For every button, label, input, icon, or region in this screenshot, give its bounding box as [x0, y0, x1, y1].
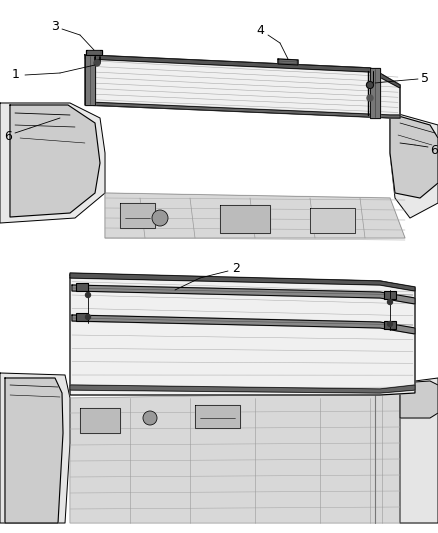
Polygon shape — [85, 55, 95, 105]
Polygon shape — [70, 385, 415, 393]
Polygon shape — [86, 50, 102, 55]
Polygon shape — [70, 393, 400, 523]
Text: 1: 1 — [12, 69, 20, 82]
Polygon shape — [195, 405, 240, 428]
Polygon shape — [72, 315, 415, 334]
Polygon shape — [85, 55, 400, 88]
Polygon shape — [220, 205, 270, 233]
Polygon shape — [390, 113, 438, 218]
Polygon shape — [105, 193, 405, 238]
Circle shape — [85, 293, 91, 297]
Text: 2: 2 — [232, 262, 240, 274]
Text: 5: 5 — [421, 72, 429, 85]
Circle shape — [367, 82, 374, 88]
Circle shape — [152, 210, 168, 226]
Polygon shape — [80, 408, 120, 433]
Polygon shape — [0, 373, 70, 523]
Polygon shape — [370, 68, 380, 118]
Circle shape — [388, 300, 392, 304]
Polygon shape — [120, 203, 155, 228]
Circle shape — [85, 314, 91, 319]
Circle shape — [367, 95, 373, 101]
Polygon shape — [10, 105, 100, 217]
Circle shape — [143, 411, 157, 425]
Polygon shape — [0, 268, 438, 533]
Bar — [384, 291, 396, 299]
Polygon shape — [400, 378, 438, 523]
Text: 3: 3 — [51, 20, 59, 33]
Circle shape — [94, 60, 100, 66]
Bar — [76, 283, 88, 291]
Polygon shape — [70, 273, 415, 291]
Polygon shape — [87, 102, 400, 118]
Polygon shape — [310, 208, 355, 233]
Text: 6: 6 — [4, 130, 12, 142]
Polygon shape — [278, 59, 298, 65]
Polygon shape — [0, 103, 105, 223]
Bar — [76, 313, 88, 321]
Polygon shape — [400, 381, 438, 418]
Polygon shape — [85, 55, 400, 118]
Circle shape — [388, 321, 392, 327]
Text: 6: 6 — [430, 143, 438, 157]
Polygon shape — [0, 0, 438, 265]
Bar — [384, 321, 396, 329]
Text: 4: 4 — [256, 25, 264, 37]
Polygon shape — [72, 285, 415, 304]
Polygon shape — [70, 275, 415, 395]
Polygon shape — [390, 115, 438, 198]
Polygon shape — [5, 378, 63, 523]
